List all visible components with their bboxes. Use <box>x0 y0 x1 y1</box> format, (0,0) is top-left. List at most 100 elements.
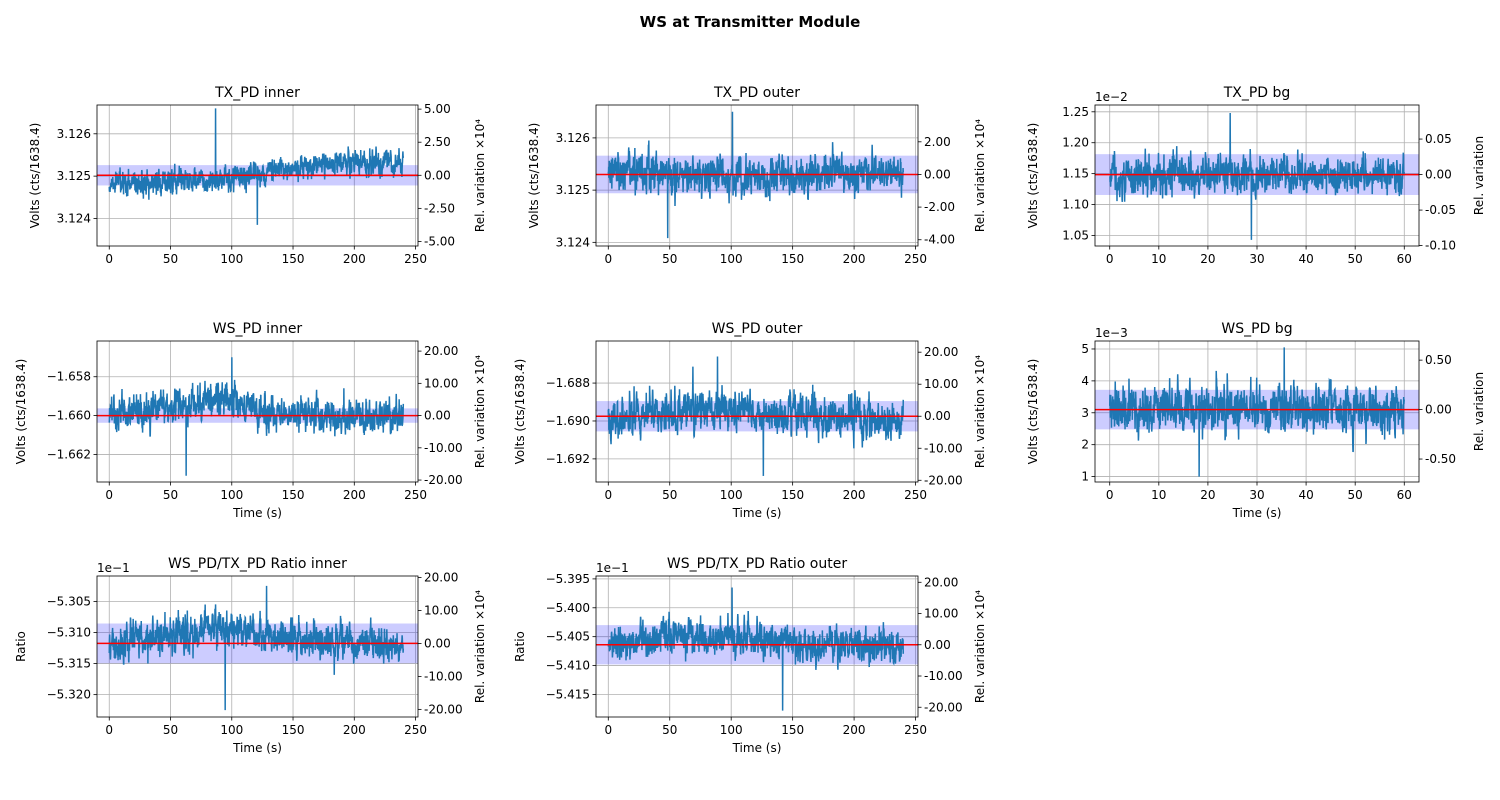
y-tick-label: −5.320 <box>47 688 91 702</box>
x-tick-label: 0 <box>105 252 113 266</box>
y-axis-label: Volts (cts/1638.4) <box>1026 359 1040 465</box>
x-tick-label: 250 <box>904 488 927 502</box>
right-tick-label: 0.00 <box>924 167 951 181</box>
x-tick-label: 50 <box>1348 252 1363 266</box>
y-tick-label: 3.125 <box>556 183 590 197</box>
y-tick-label: 3.124 <box>556 235 590 249</box>
x-axis-label: Time (s) <box>232 741 282 755</box>
y-tick-label: −1.688 <box>546 376 590 390</box>
y-tick-label: −5.305 <box>47 594 91 608</box>
x-tick-label: 200 <box>843 488 866 502</box>
right-axis-label: Rel. variation ×10⁴ <box>473 590 487 703</box>
data-series-line <box>1108 347 1406 477</box>
right-tick-label: 5.00 <box>424 102 451 116</box>
subplot-tx_outer: 0 50 100 150 200 250 3.124 3.125 3.126 2.00 0.00 -2… <box>527 85 987 266</box>
right-tick-label: -2.00 <box>924 200 955 214</box>
y-offset-label: 1e−1 <box>596 561 629 575</box>
axes-frame <box>595 104 919 247</box>
x-axis-label: Time (s) <box>1232 506 1282 520</box>
right-tick-label: 0.00 <box>924 409 951 423</box>
subplot-title: WS_PD inner <box>213 321 303 337</box>
subplot-ws_bg: 0 10 20 30 40 50 60 1 2 3 4 5 0.50 0.00 -0.50 1e−3 WS_PD… <box>1026 321 1486 520</box>
right-tick-label: -5.00 <box>424 234 455 248</box>
x-tick-label: 250 <box>904 723 927 737</box>
x-tick-label: 100 <box>220 723 243 737</box>
subplot-title: WS_PD/TX_PD Ratio outer <box>667 556 847 572</box>
x-tick-label: 200 <box>343 252 366 266</box>
x-tick-label: 50 <box>163 723 178 737</box>
figure-title: WS at Transmitter Module <box>639 13 861 31</box>
x-tick-label: 40 <box>1298 488 1313 502</box>
y-axis-label: Ratio <box>14 631 28 662</box>
right-tick-label: -0.10 <box>1425 239 1456 253</box>
x-tick-label: 100 <box>720 723 743 737</box>
y-offset-label: 1e−3 <box>1095 326 1128 340</box>
x-tick-label: 200 <box>843 252 866 266</box>
x-tick-label: 30 <box>1249 252 1264 266</box>
y-tick-label: 2 <box>1081 438 1089 452</box>
right-tick-label: 2.50 <box>424 135 451 149</box>
y-tick-label: −5.315 <box>47 657 91 671</box>
right-tick-label: 0.50 <box>1425 353 1452 367</box>
x-tick-label: 0 <box>1106 252 1114 266</box>
x-tick-label: 250 <box>404 252 427 266</box>
right-axis-label: Rel. variation ×10⁴ <box>473 119 487 232</box>
right-axis-label: Rel. variation ×10⁴ <box>473 355 487 468</box>
right-tick-label: 0.00 <box>924 638 951 652</box>
x-tick-label: 150 <box>781 252 804 266</box>
x-tick-label: 30 <box>1249 488 1264 502</box>
axes-frame <box>595 340 919 483</box>
right-tick-label: 10.00 <box>924 377 958 391</box>
y-tick-label: 3.126 <box>57 127 91 141</box>
subplot-ratio_inner: 0 50 100 150 200 250 −5.320 −5.315 −5.310 −5.305 -… <box>14 556 487 755</box>
x-tick-label: 200 <box>843 723 866 737</box>
right-tick-label: 0.00 <box>424 636 451 650</box>
y-tick-label: 1.05 <box>1062 228 1089 242</box>
right-tick-label: 20.00 <box>424 570 458 584</box>
data-series-line <box>607 111 904 239</box>
x-tick-label: 150 <box>282 723 305 737</box>
x-tick-label: 50 <box>163 252 178 266</box>
right-tick-label: 0.00 <box>424 409 451 423</box>
x-tick-label: 50 <box>1348 488 1363 502</box>
x-tick-label: 0 <box>105 723 113 737</box>
subplot-title: WS_PD/TX_PD Ratio inner <box>168 556 347 572</box>
right-tick-label: -10.00 <box>424 441 463 455</box>
y-tick-label: −5.415 <box>546 687 590 701</box>
x-tick-label: 200 <box>343 488 366 502</box>
y-axis-label: Volts (cts/1638.4) <box>513 359 527 465</box>
right-tick-label: -10.00 <box>424 669 463 683</box>
right-tick-label: -0.50 <box>1425 452 1456 466</box>
x-tick-label: 250 <box>404 488 427 502</box>
x-tick-label: 100 <box>220 252 243 266</box>
right-tick-label: -20.00 <box>924 700 963 714</box>
x-tick-label: 200 <box>343 723 366 737</box>
data-series-line <box>108 585 405 711</box>
y-tick-label: −5.405 <box>546 630 590 644</box>
y-offset-label: 1e−2 <box>1095 90 1128 104</box>
x-tick-label: 50 <box>662 252 677 266</box>
y-tick-label: −1.692 <box>546 452 590 466</box>
y-axis-label: Volts (cts/1638.4) <box>28 123 42 229</box>
x-tick-label: 0 <box>604 723 612 737</box>
x-tick-label: 100 <box>220 488 243 502</box>
right-tick-label: -10.00 <box>924 669 963 683</box>
subplot-title: TX_PD bg <box>1223 85 1291 101</box>
right-axis-label: Rel. variation ×10⁴ <box>973 590 987 703</box>
x-tick-label: 10 <box>1151 488 1166 502</box>
right-tick-label: -0.05 <box>1425 203 1456 217</box>
axes-frame <box>96 575 419 718</box>
right-tick-label: -20.00 <box>424 702 463 716</box>
right-tick-label: 10.00 <box>424 603 458 617</box>
data-series-line <box>1109 113 1406 240</box>
right-tick-label: -10.00 <box>924 441 963 455</box>
data-series-line <box>607 587 904 711</box>
x-axis-label: Time (s) <box>732 506 782 520</box>
y-tick-label: 1 <box>1081 470 1089 484</box>
y-tick-label: −5.395 <box>546 572 590 586</box>
y-tick-label: −5.400 <box>546 601 590 615</box>
right-axis-label: Rel. variation ×10⁴ <box>973 355 987 468</box>
y-axis-label: Volts (cts/1638.4) <box>527 123 541 229</box>
right-tick-label: -20.00 <box>924 473 963 487</box>
x-tick-label: 40 <box>1298 252 1313 266</box>
